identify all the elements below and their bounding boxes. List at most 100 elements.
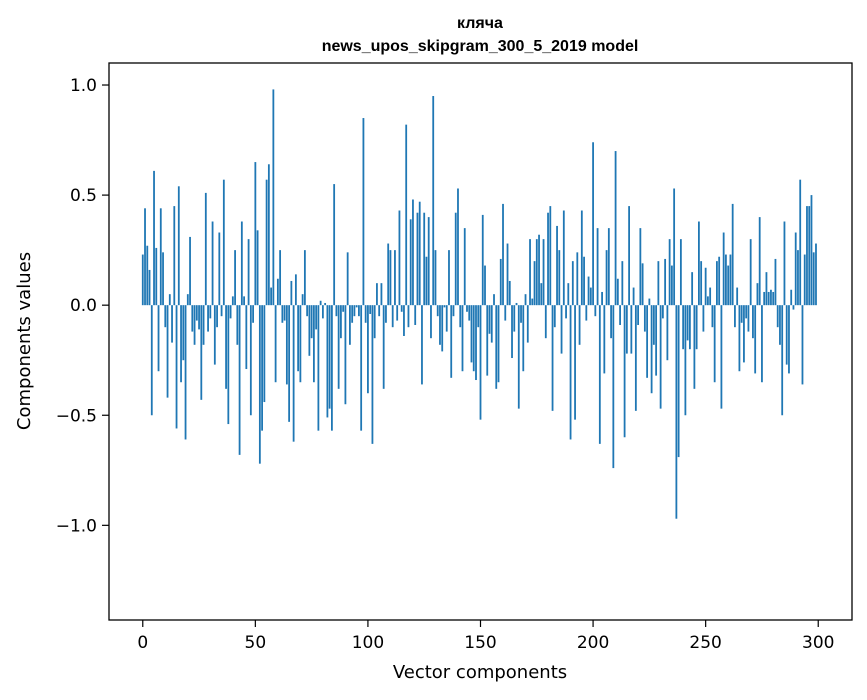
bar-component-32 xyxy=(213,305,216,365)
bar-component-192 xyxy=(574,305,576,420)
bar-component-114 xyxy=(398,210,401,306)
bar-component-220 xyxy=(637,305,640,325)
bar-component-228 xyxy=(655,305,658,376)
bar-component-186 xyxy=(560,305,563,354)
bar-component-163 xyxy=(508,280,511,306)
bar-component-216 xyxy=(628,206,630,306)
x-tick-label: 300 xyxy=(802,633,834,653)
bar-component-294 xyxy=(803,254,806,306)
bar-component-22 xyxy=(191,305,194,332)
bar-component-78 xyxy=(317,305,320,431)
bar-component-20 xyxy=(186,294,189,306)
bar-component-2 xyxy=(146,245,149,306)
bar-component-293 xyxy=(801,305,804,385)
bar-component-135 xyxy=(445,305,448,332)
x-tick-label: 200 xyxy=(577,633,609,653)
bar-component-55 xyxy=(265,179,268,306)
bar-component-288 xyxy=(790,289,793,306)
bar-component-256 xyxy=(718,256,721,306)
bar-component-124 xyxy=(421,305,423,385)
y-axis-label: Components values xyxy=(14,252,35,430)
bar-component-171 xyxy=(526,305,529,343)
bar-component-290 xyxy=(794,232,797,306)
bar-component-230 xyxy=(659,305,662,409)
bar-component-96 xyxy=(358,305,360,317)
bar-component-210 xyxy=(614,151,617,306)
bar-component-226 xyxy=(650,305,653,394)
bar-component-47 xyxy=(247,239,250,306)
bar-component-250 xyxy=(704,267,707,306)
bar-component-39 xyxy=(229,305,232,319)
bar-component-7 xyxy=(157,305,160,372)
bar-component-275 xyxy=(761,305,763,383)
bar-component-166 xyxy=(515,302,518,306)
bar-component-48 xyxy=(249,305,252,416)
bar-component-91 xyxy=(346,252,349,306)
bar-component-247 xyxy=(698,221,700,306)
bar-component-203 xyxy=(598,305,601,444)
bar-component-76 xyxy=(312,305,315,383)
bar-component-204 xyxy=(601,291,603,306)
bar-component-189 xyxy=(567,283,570,306)
bar-component-66 xyxy=(290,280,293,306)
bar-component-108 xyxy=(385,305,387,323)
x-tick-label: 100 xyxy=(352,633,384,653)
bar-component-120 xyxy=(412,199,414,306)
bar-component-4 xyxy=(150,305,153,416)
bar-component-188 xyxy=(565,305,567,319)
bar-component-223 xyxy=(643,305,646,332)
bar-component-153 xyxy=(486,305,489,376)
bar-component-165 xyxy=(513,305,516,332)
bar-component-18 xyxy=(182,305,185,361)
bar-component-3 xyxy=(148,269,151,306)
bar-component-261 xyxy=(729,254,732,306)
bar-component-206 xyxy=(605,250,608,306)
bar-component-24 xyxy=(195,305,198,321)
bar-component-287 xyxy=(788,305,790,374)
bar-component-81 xyxy=(324,302,327,306)
bar-component-73 xyxy=(306,305,309,317)
bar-component-56 xyxy=(267,164,270,306)
y-tick-label: 1.0 xyxy=(70,76,97,96)
bar-component-140 xyxy=(457,188,459,306)
bar-component-40 xyxy=(231,296,234,306)
bar-component-241 xyxy=(684,305,687,416)
bar-component-10 xyxy=(164,305,167,328)
bar-component-44 xyxy=(240,221,243,306)
bar-component-36 xyxy=(222,179,225,306)
bar-component-14 xyxy=(173,206,176,306)
x-tick-label: 250 xyxy=(689,633,721,653)
bar-component-107 xyxy=(382,305,385,389)
bar-component-292 xyxy=(799,179,802,306)
bar-component-137 xyxy=(450,305,453,378)
bar-component-215 xyxy=(625,305,628,354)
bar-component-200 xyxy=(592,142,594,306)
bar-component-85 xyxy=(333,184,336,306)
bar-component-221 xyxy=(639,228,642,306)
bar-component-133 xyxy=(441,305,444,352)
bar-component-134 xyxy=(443,305,446,308)
bar-component-23 xyxy=(193,305,196,345)
bar-component-28 xyxy=(204,192,207,306)
bar-component-267 xyxy=(743,305,745,363)
bar-component-151 xyxy=(481,214,484,306)
bar-component-45 xyxy=(243,296,245,306)
bar-component-100 xyxy=(367,305,369,394)
bar-component-167 xyxy=(517,305,520,409)
bar-component-266 xyxy=(740,305,743,323)
bar-component-30 xyxy=(209,305,212,319)
bar-component-51 xyxy=(256,230,259,306)
bar-component-33 xyxy=(216,305,218,328)
bar-component-162 xyxy=(506,243,509,306)
bar-component-169 xyxy=(522,305,525,372)
bar-component-146 xyxy=(470,305,473,363)
bar-component-284 xyxy=(781,305,784,416)
bar-component-113 xyxy=(396,305,399,321)
bar-component-262 xyxy=(731,203,734,306)
bar-component-273 xyxy=(756,283,759,306)
bar-component-67 xyxy=(292,305,295,442)
bar-component-260 xyxy=(727,265,730,306)
chart-subtitle: news_upos_skipgram_300_5_2019 model xyxy=(322,38,639,55)
bar-component-143 xyxy=(463,228,466,306)
